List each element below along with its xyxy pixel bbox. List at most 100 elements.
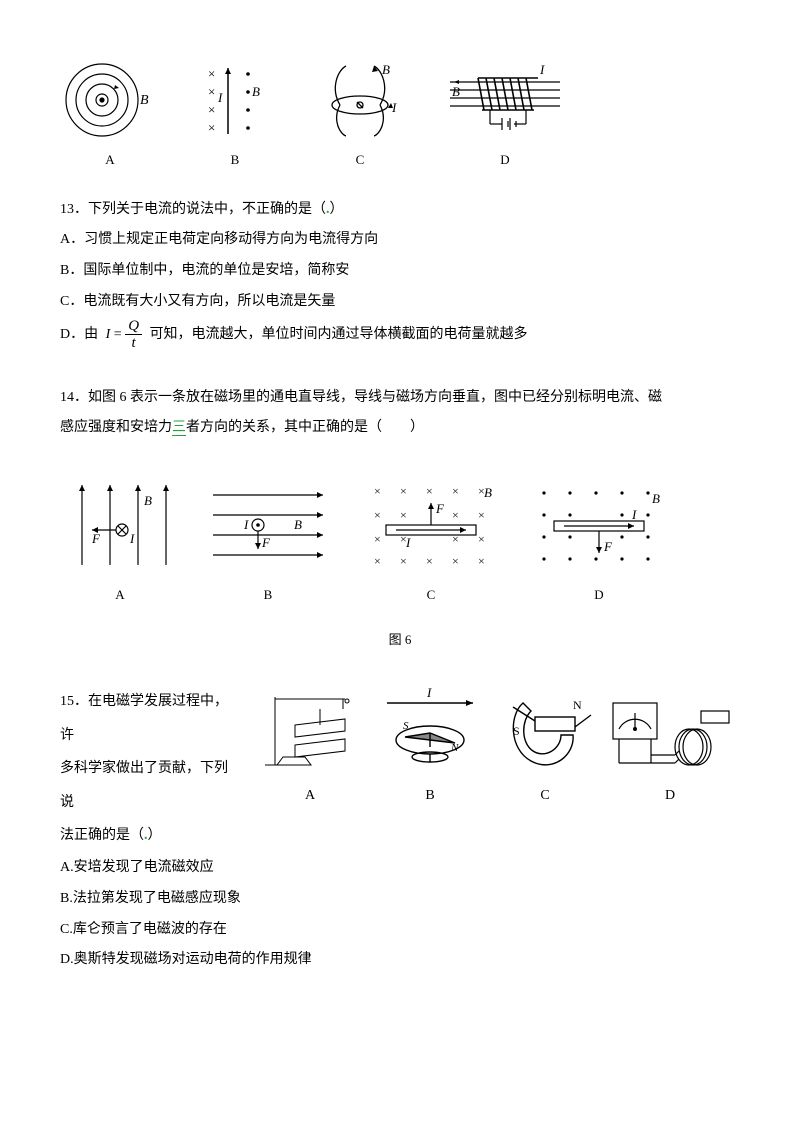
q14-label-d: D [594,581,603,610]
q13-opt-a: A．习惯上规定正电荷定向移动得方向为电流得方向 [60,225,740,256]
q14-fig-a: F I B A [60,475,180,610]
q15-label-c: C [540,781,549,812]
q13-stem-end: ） [330,202,346,217]
svg-text:×: × [208,102,215,117]
q14-caption: 图 6 [60,626,740,655]
q12-label-c: C [356,146,365,175]
q15-label-b: B [425,781,434,812]
svg-text:×: × [374,484,381,498]
formula-frac: Q t [125,318,142,352]
q14-fig-d: I F B D [524,475,674,610]
svg-text:×: × [400,508,407,522]
q15-label-d: D [665,781,675,812]
q12-fig-a: B A [60,60,160,175]
svg-text:×: × [478,554,485,568]
svg-text:×: × [478,508,485,522]
svg-text:×: × [374,532,381,546]
q15-opt-b: B.法拉第发现了电磁感应现象 [60,884,740,915]
svg-text:I: I [243,517,249,532]
q12-label-b: B [231,146,240,175]
q14-label-c: C [427,581,436,610]
svg-text:F: F [261,535,271,550]
q13-opt-d: D．由 I = Q t 可知，电流越大，单位时间内通过导体横截面的电荷量就越多 [60,318,740,352]
q15-stem2: 多科学家做出了贡献，下列说 [60,752,240,819]
svg-text:B: B [252,84,260,99]
svg-text:S: S [403,720,409,732]
formula-num: Q [125,318,142,336]
q15-stem3b: ） [148,828,164,843]
q13-stem: 13．下列关于电流的说法中，不正确的是（.） [60,195,740,226]
svg-text:F: F [91,531,101,546]
q12-fig-b: × × × × I B B [190,60,280,175]
svg-text:F: F [435,501,445,516]
q15-opt-c: C.库仑预言了电磁波的存在 [60,915,740,946]
svg-text:B: B [652,491,660,506]
q13-opt-b: B．国际单位制中，电流的单位是安培，简称安 [60,256,740,287]
q14-stem2: 感应强度和安培力三者方向的关系，其中正确的是（ ） [60,413,740,444]
q14-stem2a: 感应强度和安培力 [60,420,172,435]
svg-text:B: B [382,62,390,77]
q15-opt-d: D.奥斯特发现磁场对运动电荷的作用规律 [60,945,740,976]
q15-fig-a: A [255,685,365,812]
svg-text:B: B [144,493,152,508]
formula-eq: = [114,327,122,342]
svg-text:N: N [573,698,582,712]
svg-text:×: × [208,84,215,99]
q12-figure-row: B A × × × × I B B [60,60,740,175]
b-label: B [140,93,149,108]
svg-text:×: × [400,484,407,498]
svg-text:I: I [391,100,397,115]
q14-label-a: A [115,581,124,610]
q15-block: 15．在电磁学发展过程中，许 多科学家做出了贡献，下列说 法正确的是（.） [60,685,740,853]
svg-text:×: × [208,66,215,81]
q14-green-underline: 三 [172,420,186,436]
formula-lhs: I [106,327,111,342]
q15-stem1: 15．在电磁学发展过程中，许 [60,685,240,752]
svg-text:I: I [539,62,545,77]
q15-opt-a: A.安培发现了电流磁效应 [60,853,740,884]
q13-stem-text: 13．下列关于电流的说法中，不正确的是（ [60,202,326,217]
svg-text:×: × [426,554,433,568]
q14-label-b: B [264,581,273,610]
svg-text:B: B [452,84,460,99]
q15-fig-d: D [605,685,735,812]
q12-fig-a-svg: B [60,60,160,140]
q12-fig-d-svg: B I [440,60,570,140]
q15-fig-c: N S C [495,685,595,812]
svg-text:×: × [374,554,381,568]
q12-fig-c-svg: B I [310,60,410,140]
formula-den: t [125,335,142,352]
formula-iqt: I = Q t [106,318,142,352]
q15-stem3: 法正确的是（.） [60,819,240,853]
svg-text:I: I [129,531,135,546]
svg-text:×: × [426,484,433,498]
q12-fig-d: B I D [440,60,570,175]
q14-figure-row: F I B A I F B B × × × × × × × × × [60,475,740,610]
q14-stem2c: 者方向的关系，其中正确的是（ ） [186,420,424,435]
q15-text: 15．在电磁学发展过程中，许 多科学家做出了贡献，下列说 法正确的是（.） [60,685,240,853]
q12-fig-c: B I C [310,60,410,175]
svg-text:×: × [400,554,407,568]
q15-fig-b: I S N B [375,685,485,812]
q15-label-a: A [305,781,315,812]
svg-text:I: I [426,685,432,700]
svg-text:B: B [294,517,302,532]
q12-label-d: D [500,146,509,175]
q13-d-post: 可知，电流越大，单位时间内通过导体横截面的电荷量就越多 [150,327,528,342]
svg-text:×: × [452,508,459,522]
svg-text:F: F [603,539,613,554]
svg-text:×: × [452,554,459,568]
q15-stem3a: 法正确的是（ [60,828,144,843]
q12-label-a: A [105,146,114,175]
svg-text:I: I [631,507,637,522]
svg-text:×: × [208,120,215,135]
q13-d-pre: D．由 [60,327,98,342]
svg-text:I: I [405,535,411,550]
svg-text:I: I [217,90,223,105]
q14-fig-b: I F B B [198,475,338,610]
q12-fig-b-svg: × × × × I B [190,60,280,140]
svg-text:B: B [484,485,492,500]
q15-figure-row: A I S N B [250,685,740,812]
svg-text:×: × [478,532,485,546]
svg-text:×: × [374,508,381,522]
